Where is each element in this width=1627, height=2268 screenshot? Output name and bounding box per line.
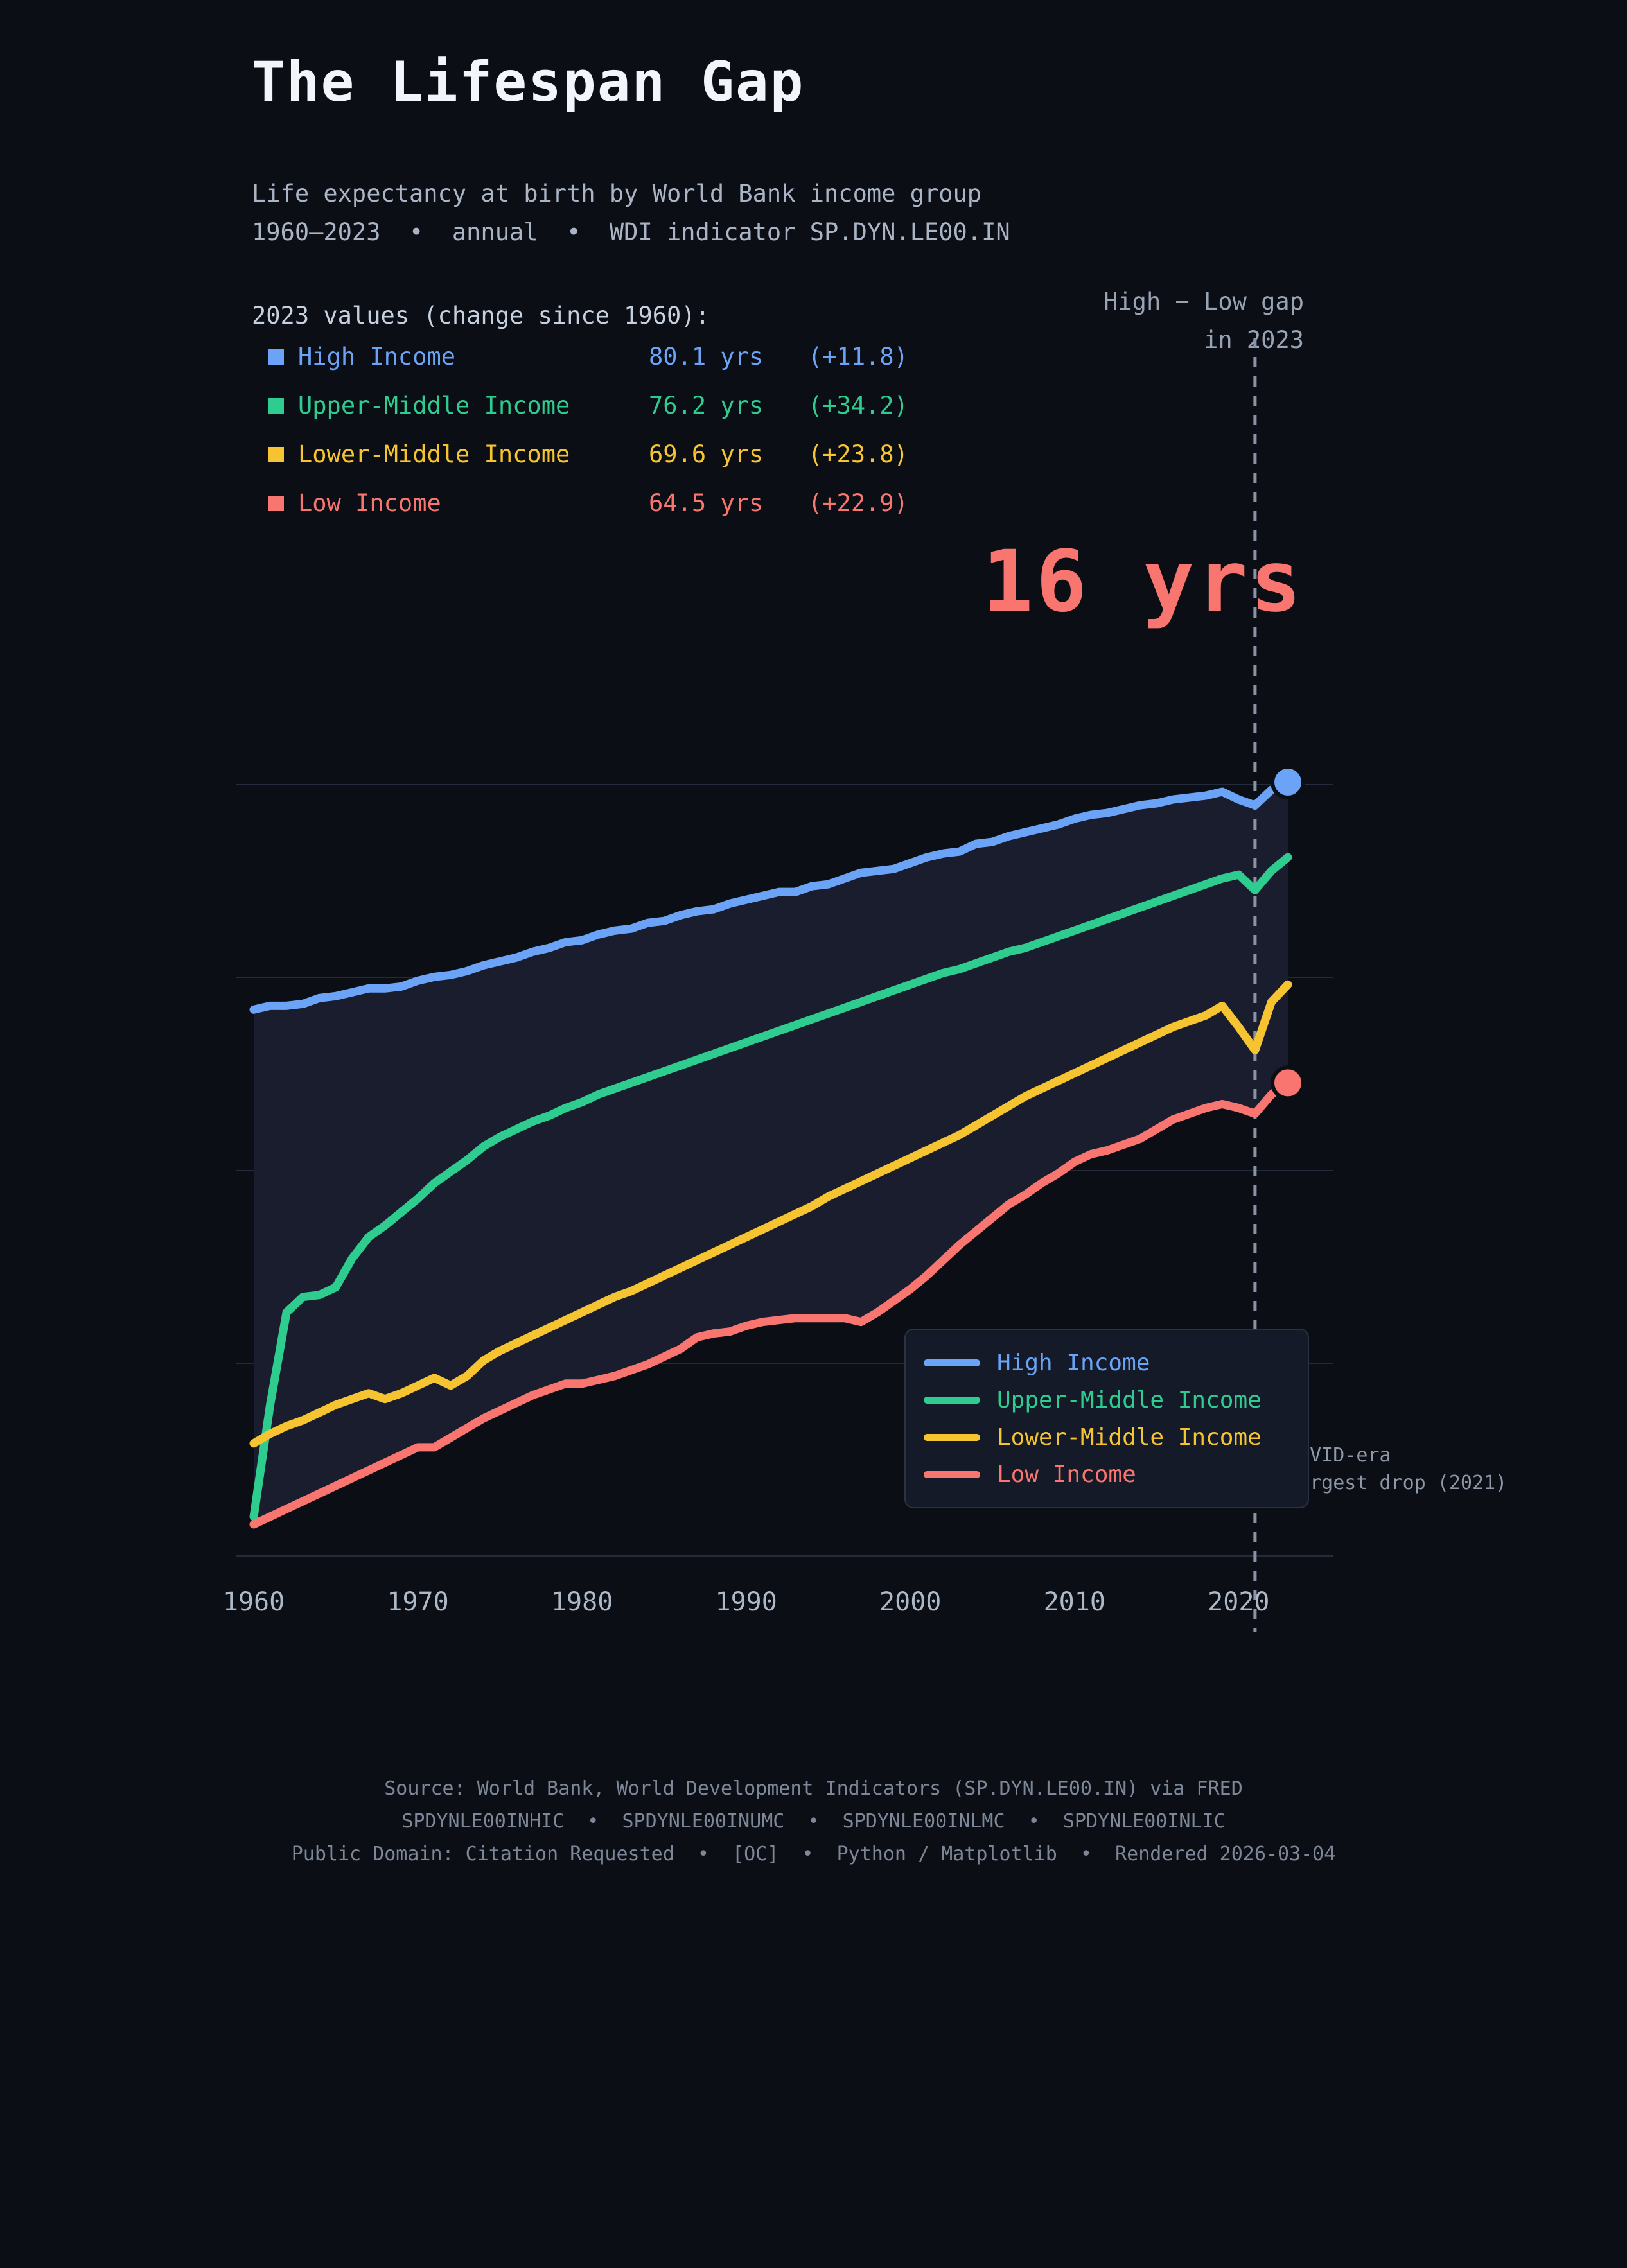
- stat-row: High Income 80.1 yrs (+11.8): [268, 340, 908, 374]
- gap-caption: High − Low gap in 2023: [796, 283, 1304, 360]
- series-swatch-icon: [268, 349, 284, 365]
- legend-item[interactable]: Lower-Middle Income: [906, 1418, 1308, 1456]
- series-line: [249, 778, 1292, 1014]
- series-endpoint-marker: [1271, 1065, 1305, 1101]
- stat-row: Lower-Middle Income 69.6 yrs (+23.8): [268, 438, 908, 471]
- gap-caption-line-2: in 2023: [1204, 326, 1304, 354]
- stat-label: Upper-Middle Income: [298, 392, 570, 419]
- legend-item[interactable]: Upper-Middle Income: [906, 1381, 1308, 1418]
- legend-item[interactable]: High Income: [906, 1344, 1308, 1381]
- gap-caption-line-1: High − Low gap: [1104, 288, 1304, 315]
- covid-annotation-line-2: largest drop (2021): [1287, 1471, 1508, 1494]
- page-title: The Lifespan Gap: [252, 50, 805, 114]
- chart-svg: [249, 338, 1305, 1632]
- series-swatch-icon: [268, 446, 284, 462]
- gridline: [236, 784, 1333, 786]
- x-axis-tick-label: 2010: [1043, 1587, 1105, 1617]
- stat-label: High Income: [298, 343, 456, 371]
- x-axis-tick-label: 1980: [550, 1587, 613, 1617]
- stat-value: 80.1 yrs: [649, 343, 764, 371]
- subtitle: Life expectancy at birth by World Bank i…: [252, 175, 1010, 252]
- stat-change: (+22.9): [808, 489, 908, 517]
- series-line: [249, 980, 1292, 1448]
- series-line: [249, 1078, 1292, 1529]
- legend-line-icon: [924, 1433, 980, 1441]
- legend-line-icon: [924, 1359, 980, 1366]
- stat-label: Lower-Middle Income: [298, 441, 570, 468]
- legend-label: Upper-Middle Income: [997, 1386, 1262, 1413]
- footer: Source: World Bank, World Development In…: [0, 1772, 1627, 1871]
- covid-annotation: COVID-era largest drop (2021): [1287, 1442, 1507, 1497]
- chart-plot-area: Life expectancy at birth (years) 40 yrs5…: [223, 338, 1507, 1632]
- gridline: [236, 1362, 1333, 1364]
- stats-heading: 2023 values (change since 1960):: [252, 302, 710, 329]
- stat-change: (+34.2): [808, 392, 908, 419]
- legend-item[interactable]: Low Income: [906, 1456, 1308, 1493]
- legend-label: Lower-Middle Income: [997, 1424, 1262, 1451]
- infographic-root: The Lifespan Gap Life expectancy at birt…: [0, 50, 1627, 1871]
- gridline: [236, 1555, 1333, 1557]
- stat-value: 69.6 yrs: [649, 441, 764, 468]
- series-swatch-icon: [268, 397, 284, 414]
- x-axis-tick-label: 2020: [1208, 1587, 1270, 1617]
- stat-change: (+23.8): [808, 441, 908, 468]
- x-axis-tick-label: 1960: [222, 1587, 285, 1617]
- stat-row: Low Income 64.5 yrs (+22.9): [268, 487, 908, 520]
- stat-change: (+11.8): [808, 343, 908, 371]
- stat-row: Upper-Middle Income 76.2 yrs (+34.2): [268, 389, 908, 423]
- stat-value: 64.5 yrs: [649, 489, 764, 517]
- subtitle-line-2: 1960–2023 • annual • WDI indicator SP.DY…: [252, 218, 1010, 246]
- legend-label: High Income: [997, 1349, 1150, 1376]
- footer-line-3: Public Domain: Citation Requested • [OC]…: [291, 1843, 1336, 1865]
- x-axis-tick-label: 1990: [715, 1587, 777, 1617]
- legend-line-icon: [924, 1470, 980, 1478]
- footer-line-1: Source: World Bank, World Development In…: [384, 1777, 1243, 1800]
- legend-label: Low Income: [997, 1461, 1136, 1488]
- series-endpoint-marker: [1271, 765, 1305, 800]
- gap-band-fill: [254, 782, 1288, 1524]
- footer-line-2: SPDYNLE00INHIC • SPDYNLE00INUMC • SPDYNL…: [401, 1810, 1226, 1833]
- stat-value: 76.2 yrs: [649, 392, 764, 419]
- subtitle-line-1: Life expectancy at birth by World Bank i…: [252, 180, 982, 207]
- x-axis-tick-label: 1970: [387, 1587, 449, 1617]
- x-axis-tick-label: 2000: [879, 1587, 942, 1617]
- chart-legend: High Income Upper-Middle Income Lower-Midd…: [904, 1329, 1309, 1508]
- stat-label: Low Income: [298, 489, 441, 517]
- series-line: [249, 853, 1292, 1521]
- legend-line-icon: [924, 1396, 980, 1404]
- series-swatch-icon: [268, 495, 284, 511]
- gap-big-value: 16 yrs: [982, 532, 1304, 631]
